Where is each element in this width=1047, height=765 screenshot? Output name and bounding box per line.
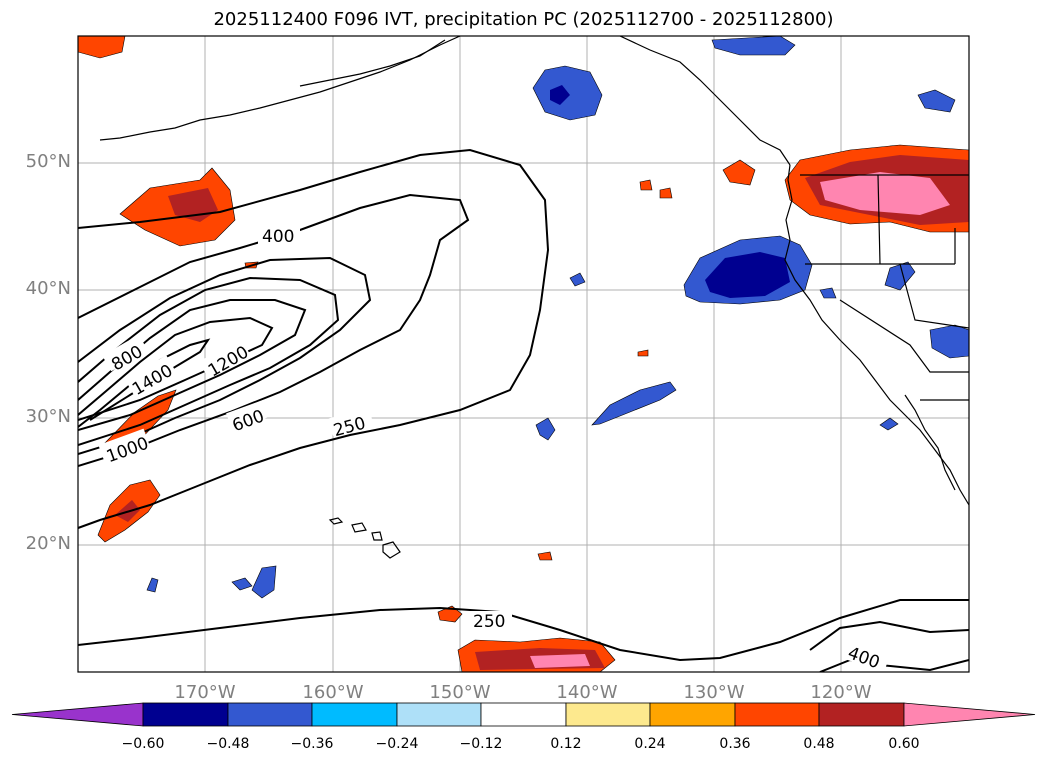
contour-label: 250: [473, 612, 505, 632]
colorbar-tick-label: −0.60: [121, 736, 165, 752]
precip-negative-region: [535, 417, 556, 441]
precip-positive-region: [637, 349, 649, 357]
colorbar-bin: [649, 702, 736, 727]
baja-coast: [904, 394, 956, 491]
precip-positive-region: [639, 179, 653, 191]
colorbar-bin: [396, 702, 482, 727]
lon-label: 150°W: [429, 682, 491, 703]
colorbar-tick-label: −0.24: [375, 736, 419, 752]
precip-positive-region: [530, 654, 590, 668]
state-borders: [805, 174, 969, 401]
precip-negative-region: [550, 85, 570, 105]
precip-negative-region: [929, 324, 969, 359]
precip-negative-region: [231, 577, 253, 591]
southeast-alaska-coast: [619, 36, 791, 166]
hawaii-islands: [328, 517, 401, 559]
precip-positive-region: [820, 172, 950, 215]
lat-label: 50°N: [25, 151, 71, 172]
colorbar-tick-label: 0.36: [719, 736, 751, 752]
lat-label: 40°N: [25, 278, 71, 299]
colorbar-bin: [311, 702, 398, 727]
precip-positive-region: [722, 159, 756, 186]
colorbar-bin: [480, 702, 567, 727]
precip-negative-region: [705, 252, 790, 298]
ivt-contour-400-south: [809, 620, 969, 672]
contour-labels: 400 800 1400 1200 1000 600 250 250 400: [98, 226, 890, 673]
colorbar-bin: [142, 702, 229, 727]
contour-label: 400: [262, 227, 294, 247]
colorbar-high-extend: [903, 702, 1036, 727]
colorbar-bin: [818, 702, 905, 727]
ivt-contour-250-south: [78, 599, 969, 662]
colorbar-tick-label: 0.12: [550, 736, 582, 752]
colorbar-tick-label: 0.24: [634, 736, 666, 752]
lon-label: 140°W: [556, 682, 618, 703]
ivt-contour-800: [78, 276, 340, 446]
precip-positive-region: [659, 187, 673, 199]
precip-positive-region: [78, 36, 126, 59]
precip-negative-region: [879, 417, 899, 431]
colorbar: [11, 702, 1036, 727]
west-coast: [784, 164, 969, 506]
lat-label: 30°N: [25, 406, 71, 427]
graticule: [78, 36, 969, 672]
ivt-contour-250-north: [78, 148, 550, 529]
precip-negative-region: [917, 89, 956, 113]
colorbar-tick-label: 0.60: [888, 736, 920, 752]
colorbar-tick-label: −0.48: [206, 736, 250, 752]
ivt-contour-400: [78, 193, 470, 467]
precip-negative-region: [819, 287, 837, 299]
colorbar-bin: [227, 702, 313, 727]
colorbar-low-extend: [11, 702, 144, 727]
precip-shading: [78, 36, 969, 672]
ivt-contours: [78, 148, 969, 672]
colorbar-bin: [565, 702, 651, 727]
ivt-contour-1200: [78, 316, 274, 421]
precip-negative-region: [569, 272, 586, 287]
lat-label: 20°N: [25, 533, 71, 554]
plot-frame: [77, 35, 970, 673]
colorbar-tick-label: 0.48: [803, 736, 835, 752]
precip-negative-region: [146, 577, 159, 593]
lon-label: 170°W: [174, 682, 236, 703]
alaska-coast: [99, 36, 461, 141]
precip-negative-region: [591, 381, 677, 426]
lon-label: 130°W: [683, 682, 745, 703]
precip-negative-region: [711, 36, 796, 56]
ivt-contour-1000: [78, 299, 307, 431]
precip-positive-region: [537, 551, 553, 561]
alaska-peninsula: [299, 39, 446, 87]
precip-negative-region: [884, 261, 916, 291]
colorbar-tick-label: −0.12: [459, 736, 503, 752]
lon-label: 120°W: [810, 682, 872, 703]
ivt-contour-600: [78, 256, 372, 455]
map-title: 2025112400 F096 IVT, precipitation PC (2…: [213, 9, 834, 30]
contour-label: 400: [845, 643, 882, 673]
precip-negative-region: [251, 565, 277, 599]
coastlines: [99, 36, 969, 559]
colorbar-bin: [734, 702, 820, 727]
colorbar-tick-label: −0.36: [290, 736, 334, 752]
lon-label: 160°W: [302, 682, 364, 703]
